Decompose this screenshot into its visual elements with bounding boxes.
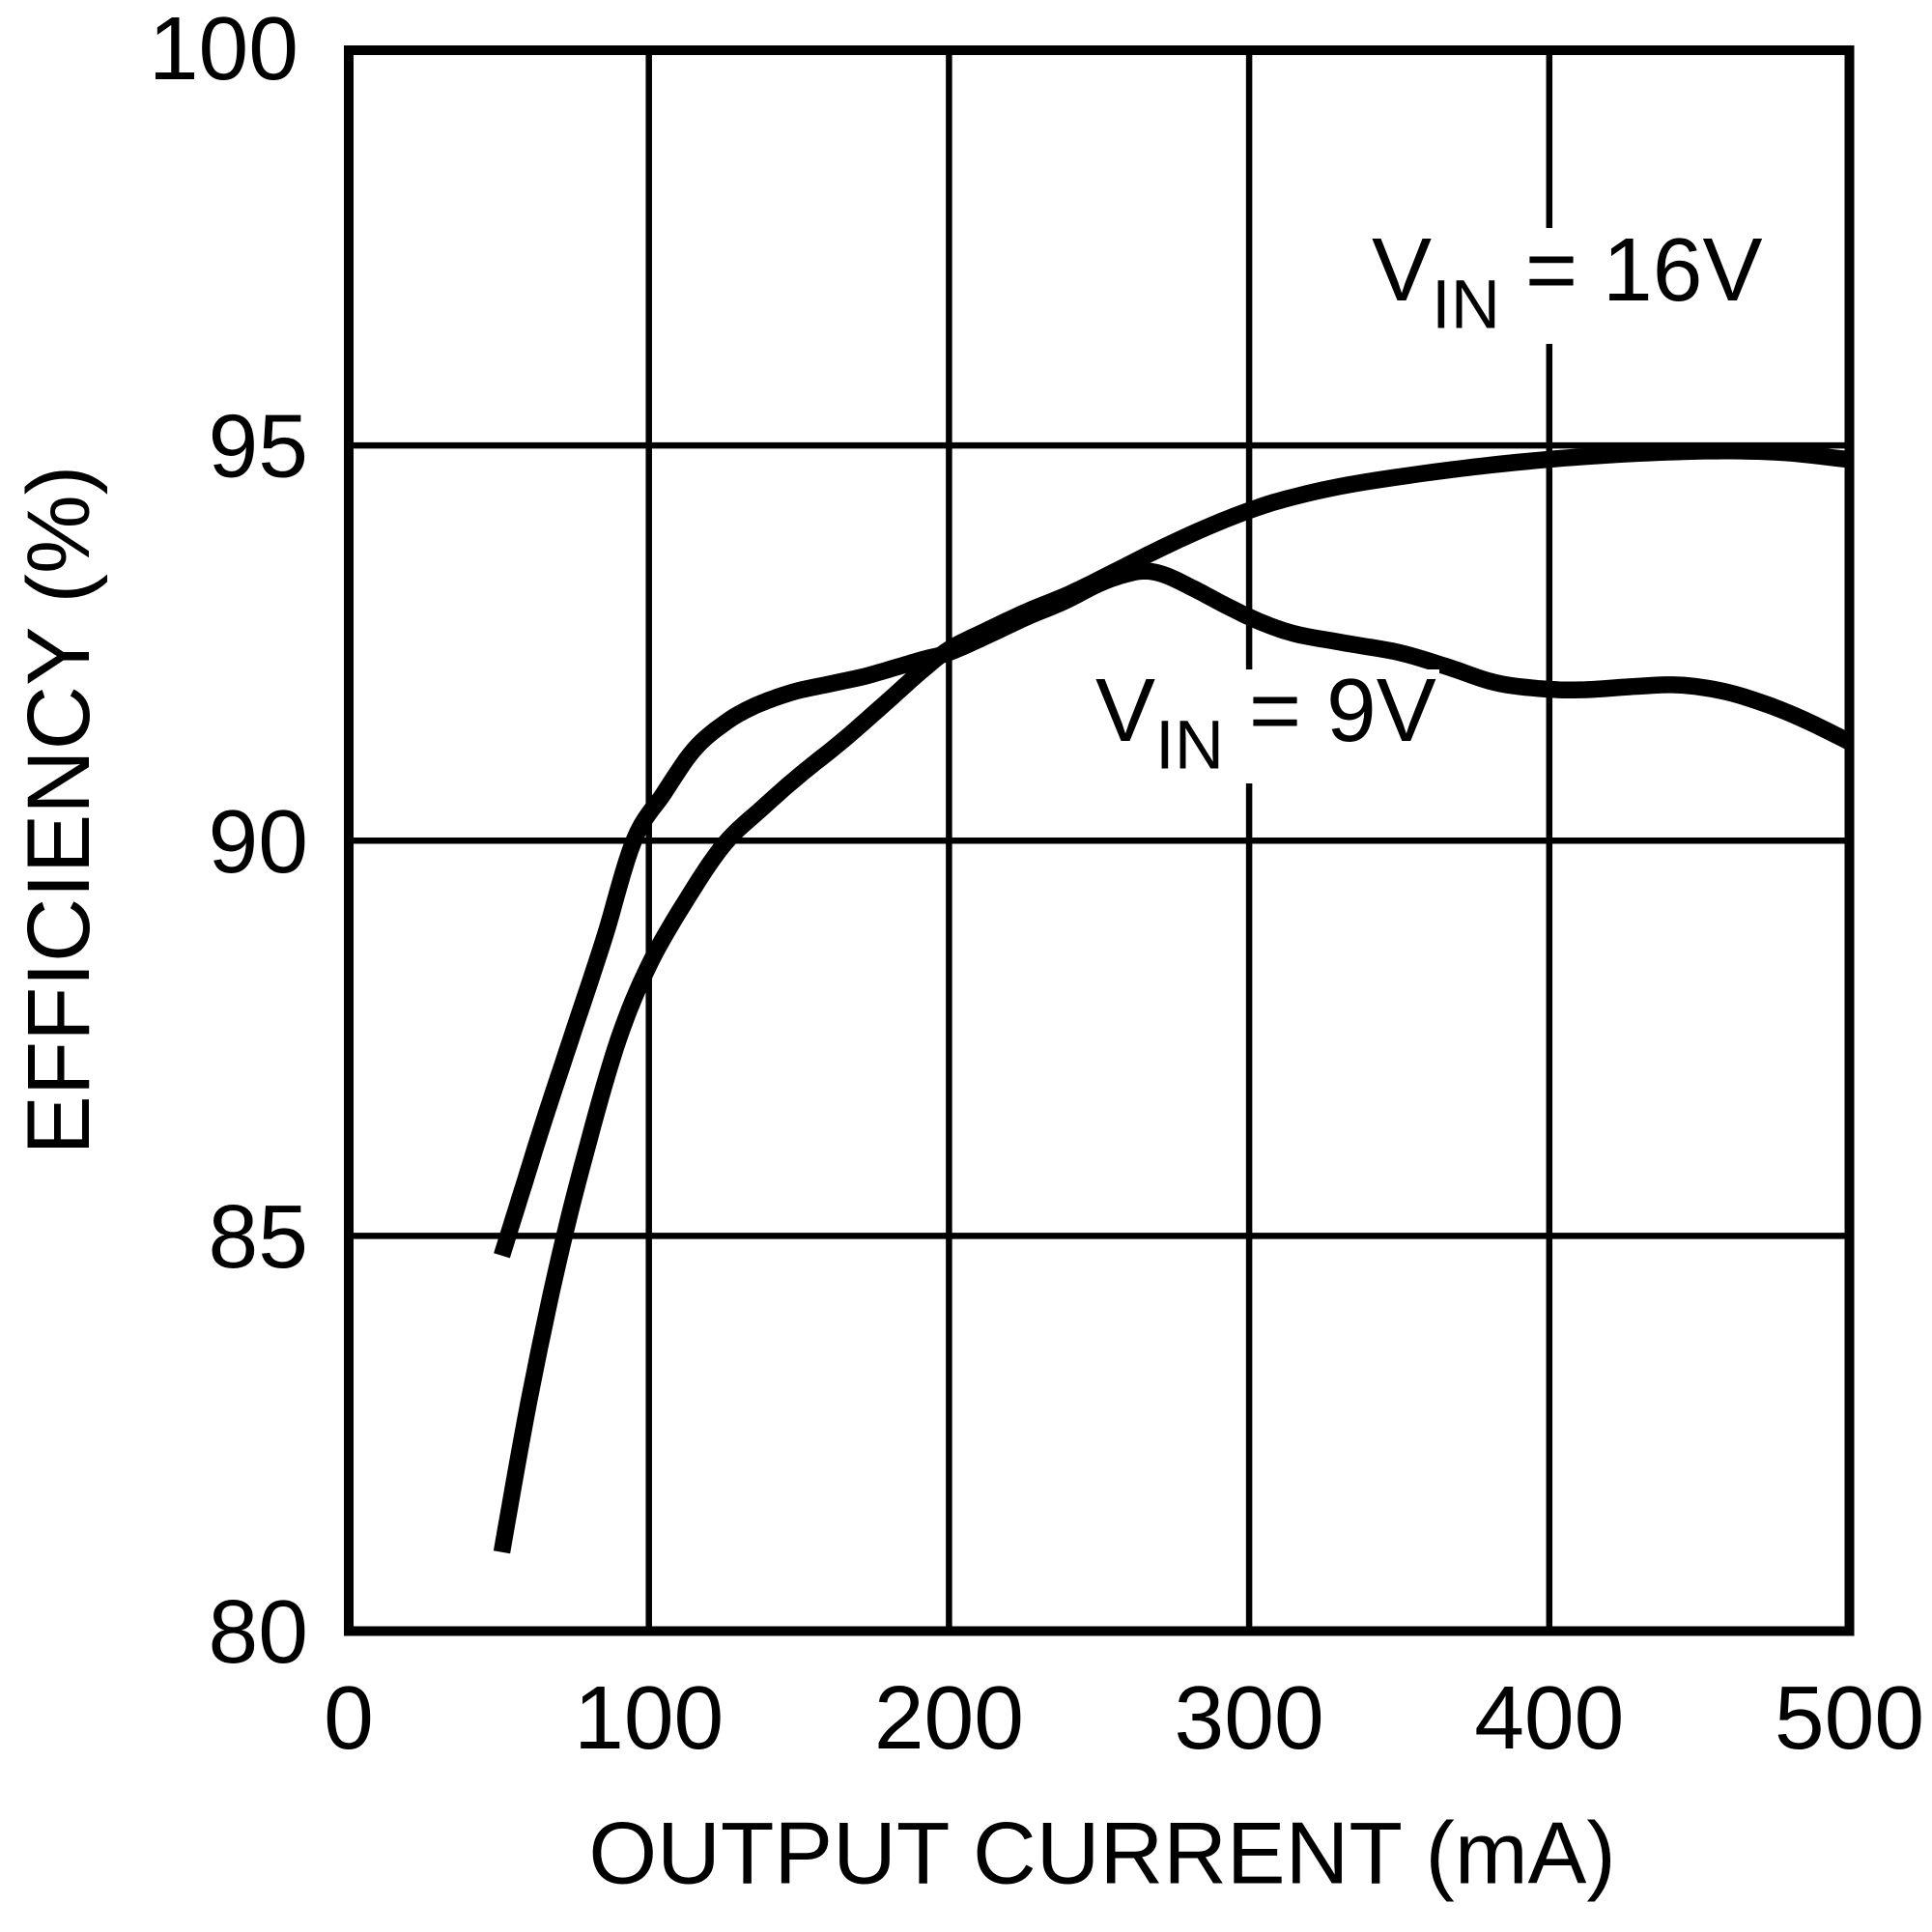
svg-text:95: 95 — [209, 396, 308, 497]
svg-text:100: 100 — [149, 0, 298, 99]
svg-text:400: 400 — [1474, 1667, 1624, 1768]
svg-text:OUTPUT CURRENT (mA): OUTPUT CURRENT (mA) — [588, 1805, 1615, 1903]
svg-text:300: 300 — [1175, 1667, 1324, 1768]
svg-text:85: 85 — [209, 1186, 308, 1287]
svg-text:100: 100 — [574, 1667, 724, 1768]
svg-text:80: 80 — [209, 1581, 308, 1682]
svg-text:90: 90 — [209, 791, 308, 892]
svg-text:0: 0 — [324, 1667, 374, 1768]
svg-text:200: 200 — [874, 1667, 1024, 1768]
svg-text:500: 500 — [1775, 1667, 1924, 1768]
svg-text:EFFICIENCY (%): EFFICIENCY (%) — [10, 466, 108, 1155]
